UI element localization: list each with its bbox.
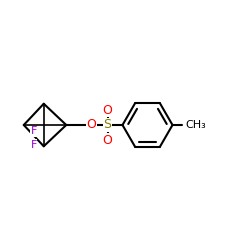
Text: F: F [30, 126, 37, 136]
Text: O: O [86, 118, 96, 132]
Text: CH₃: CH₃ [185, 120, 206, 130]
Text: O: O [102, 104, 113, 117]
Text: S: S [104, 118, 112, 132]
Text: F: F [30, 140, 37, 150]
Text: O: O [102, 134, 113, 146]
